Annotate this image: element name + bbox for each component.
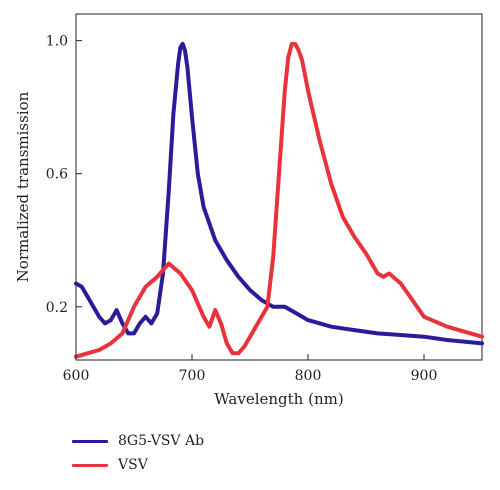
x-axis: 600 700 800 900: [63, 354, 438, 384]
plot-area: [74, 41, 484, 359]
y-tick-label: 0.6: [46, 167, 68, 183]
legend-swatch-vsv: [72, 463, 108, 467]
legend-swatch-8g5-vsv-ab: [72, 439, 108, 443]
legend-label-8g5-vsv-ab: 8G5-VSV Ab: [118, 433, 205, 449]
series-line-8g5-vsv-ab: [74, 41, 484, 346]
series-line-vsv: [74, 41, 484, 359]
y-tick-label: 0.2: [46, 300, 68, 316]
y-tick-label: 1.0: [46, 34, 68, 50]
x-tick-label: 600: [63, 368, 90, 384]
legend: 8G5-VSV Ab VSV: [72, 430, 204, 478]
legend-item-vsv: VSV: [72, 454, 204, 476]
y-axis-title: Normalized transmission: [14, 91, 32, 282]
x-tick-label: 700: [179, 368, 206, 384]
plot-frame: [75, 13, 483, 361]
x-tick-label: 800: [295, 368, 322, 384]
x-tick-label: 900: [411, 368, 438, 384]
y-axis: 0.2 0.6 1.0: [46, 34, 82, 316]
legend-label-vsv: VSV: [118, 457, 148, 473]
x-axis-title: Wavelength (nm): [214, 390, 343, 408]
legend-item-8g5-vsv-ab: 8G5-VSV Ab: [72, 430, 204, 452]
